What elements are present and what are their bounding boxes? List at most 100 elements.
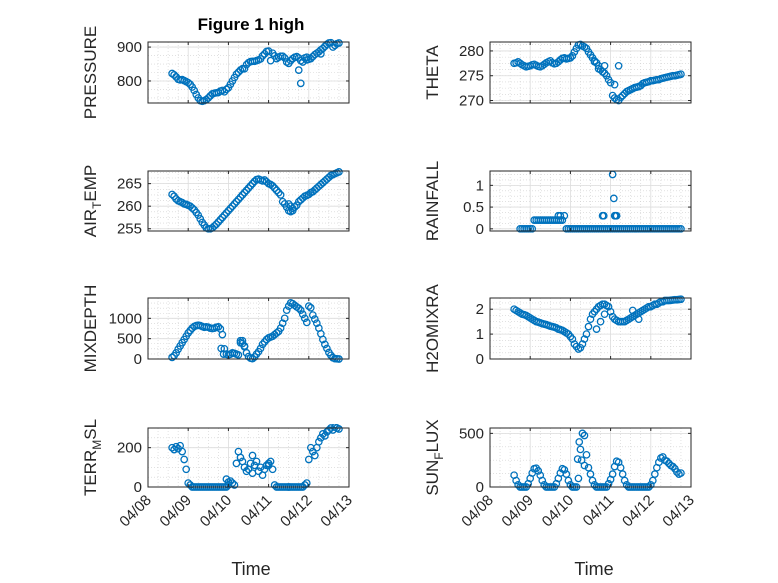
- axes-box: [489, 297, 692, 360]
- data-point: [248, 451, 257, 460]
- data-point: [300, 481, 309, 489]
- y-tick-label: 500: [459, 425, 484, 442]
- data-point: [314, 437, 323, 446]
- data-point: [677, 224, 685, 233]
- data-point: [317, 433, 325, 442]
- data-point: [228, 202, 237, 211]
- axes-box: [147, 41, 350, 104]
- data-point: [616, 93, 625, 102]
- y-tick-label: 0: [134, 351, 142, 368]
- x-tick-label: 04/11: [580, 492, 618, 530]
- data-point: [282, 306, 291, 315]
- data-point: [170, 71, 178, 79]
- data-point: [220, 211, 229, 220]
- data-point: [335, 39, 343, 47]
- data-point: [528, 224, 537, 233]
- data-point: [574, 474, 583, 483]
- data-point: [184, 78, 193, 87]
- data-point: [628, 306, 637, 315]
- data-point: [596, 317, 605, 326]
- data-point: [578, 429, 587, 438]
- data-point: [534, 467, 543, 475]
- data-point: [180, 455, 189, 464]
- y-axis-label: AIRTEMP: [81, 165, 104, 238]
- axes-box: [147, 297, 350, 360]
- data-point: [620, 476, 629, 485]
- data-point: [188, 324, 197, 332]
- data-point: [610, 80, 619, 89]
- data-point: [276, 191, 285, 199]
- data-point: [230, 200, 239, 208]
- y-axis-label: MIXDEPTH: [81, 285, 100, 373]
- data-point: [304, 455, 313, 464]
- x-tick-label: 04/13: [317, 492, 356, 531]
- subplot-2: 270 275 280 THETA: [423, 40, 692, 110]
- data-point: [236, 453, 245, 462]
- x-tick-label: 04/09: [498, 492, 537, 531]
- data-point: [232, 70, 241, 79]
- data-point: [256, 344, 265, 353]
- data-point: [634, 315, 643, 324]
- data-point: [272, 186, 281, 195]
- data-point: [575, 438, 584, 446]
- data-point: [232, 197, 241, 206]
- data-point: [602, 71, 611, 80]
- data-point: [216, 215, 225, 224]
- data-point: [188, 204, 197, 212]
- data-point: [302, 318, 311, 327]
- data-point: [600, 61, 609, 70]
- data-point: [268, 182, 277, 190]
- data-point: [284, 200, 293, 208]
- data-point: [584, 322, 593, 331]
- y-axis-label: SUNFLUX: [423, 419, 446, 495]
- data-point: [278, 319, 287, 328]
- y-tick-label: 1: [476, 177, 484, 194]
- data-point: [264, 461, 273, 470]
- data-point: [278, 52, 287, 61]
- data-point: [580, 335, 589, 343]
- data-point: [264, 47, 273, 56]
- x-tick-label: 04/10: [539, 492, 578, 531]
- data-point: [608, 470, 617, 478]
- data-point: [242, 186, 251, 195]
- data-point: [272, 329, 281, 337]
- data-point: [310, 451, 319, 460]
- data-point: [236, 193, 245, 202]
- data-point: [323, 344, 331, 353]
- data-point: [582, 330, 591, 338]
- data-point: [182, 465, 191, 474]
- data-point: [312, 319, 321, 328]
- data-point: [240, 463, 249, 472]
- x-tick-label: 04/13: [659, 492, 698, 531]
- data-series: [510, 40, 685, 105]
- y-tick-label: 1000: [109, 310, 142, 327]
- data-point: [248, 179, 257, 188]
- data-point: [226, 204, 235, 213]
- y-tick-label: 0: [134, 479, 142, 496]
- data-point: [319, 430, 327, 438]
- data-point: [268, 465, 277, 474]
- data-point: [586, 315, 595, 324]
- data-point: [317, 50, 325, 58]
- data-point: [614, 61, 623, 70]
- data-point: [286, 202, 295, 211]
- data-point: [190, 86, 199, 95]
- data-series: [510, 295, 685, 353]
- y-axis-label: THETA: [423, 45, 442, 100]
- axes-box: [147, 427, 350, 488]
- data-point: [298, 58, 307, 66]
- data-series: [168, 168, 343, 233]
- data-point: [302, 53, 311, 62]
- data-point: [210, 222, 219, 230]
- subplot-8: 0 500 04/08 04/09 04/10 04/11 04/12 04/13 SUNFLU…: [423, 419, 698, 530]
- data-point: [576, 445, 585, 454]
- y-tick-label: 0: [476, 351, 484, 368]
- data-point: [321, 432, 329, 440]
- figure-title: Figure 1 high: [198, 15, 305, 34]
- data-point: [580, 461, 589, 470]
- data-point: [566, 54, 575, 62]
- y-axis-label: H2OMIXRA: [423, 283, 442, 372]
- y-tick-label: 0.5: [463, 199, 484, 216]
- x-tick-label: 04/09: [156, 492, 195, 531]
- data-point: [222, 209, 231, 217]
